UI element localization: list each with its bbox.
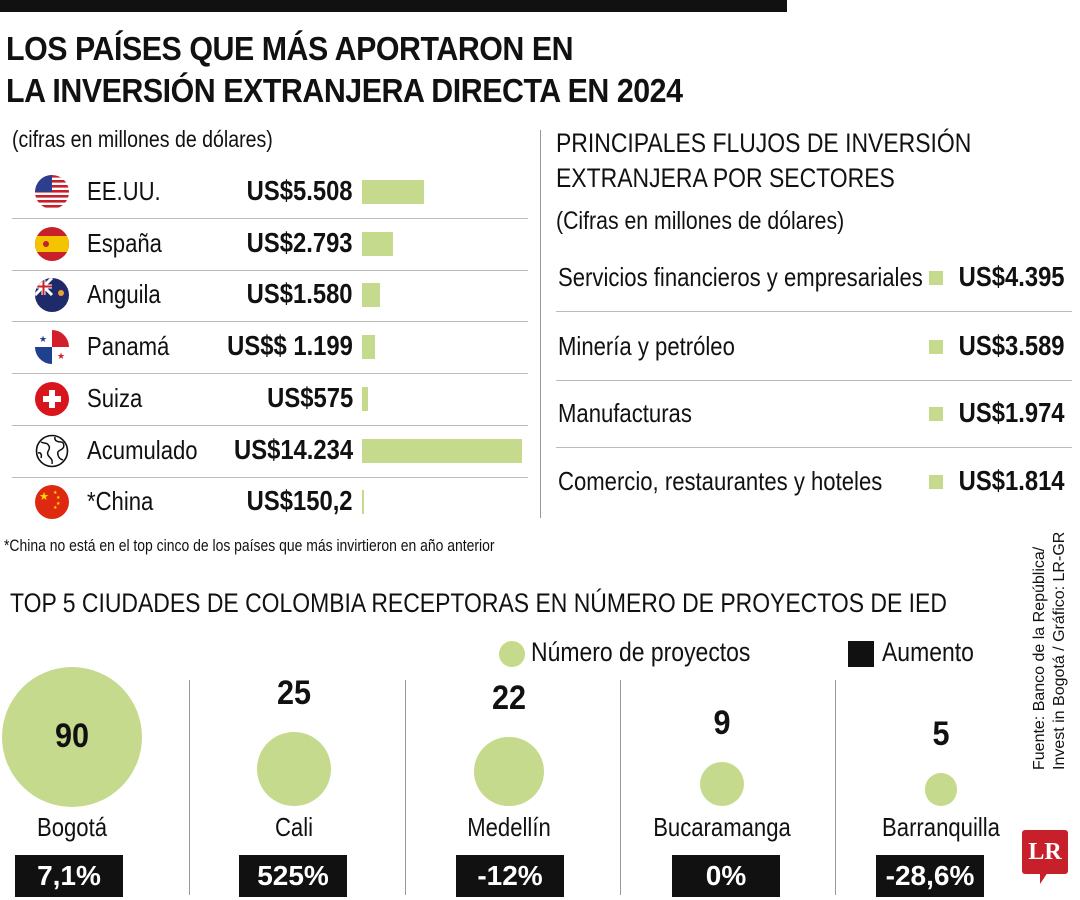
country-name: Panamá (87, 331, 170, 362)
country-bar (362, 386, 369, 411)
city-project-count: 9 (713, 703, 731, 742)
legend-square-icon (848, 641, 874, 667)
sector-marker-icon (929, 271, 943, 285)
city-bubble (2, 667, 142, 807)
city-bubble (474, 736, 544, 806)
svg-text:★: ★ (56, 495, 61, 501)
country-name: *China (87, 486, 154, 517)
country-bar (362, 283, 380, 308)
row-separator (12, 373, 528, 375)
column-divider (835, 680, 836, 895)
svg-text:★: ★ (53, 505, 58, 511)
footnote: *China no está en el top cinco de los pa… (4, 536, 495, 555)
city-bubble (924, 773, 958, 806)
china-flag-icon: ★ ★ ★ ★ ★ (35, 485, 69, 520)
row-separator (12, 218, 528, 219)
cities-title: TOP 5 CIUDADES DE COLOMBIA RECEPTORAS EN… (10, 588, 947, 618)
city-bubble (257, 732, 331, 806)
country-value: US$14.234 (233, 433, 353, 465)
city-increase-badge: 7,1% (15, 855, 123, 897)
sectors-title-line-1: PRINCIPALES FLUJOS DE INVERSIÓN (556, 128, 972, 158)
country-name: Anguila (87, 279, 161, 310)
row-separator (12, 476, 528, 478)
country-value: US$150,2 (247, 485, 353, 517)
main-title-line-1: LOS PAÍSES QUE MÁS APORTARON EN (6, 30, 574, 67)
svg-text:★: ★ (56, 501, 61, 507)
anguilla-flag-icon (35, 278, 69, 313)
city-increase-badge: -28,6% (876, 855, 984, 897)
sector-name: Comercio, restaurantes y hoteles (558, 466, 883, 496)
column-divider (620, 680, 621, 895)
city-increase-badge: 525% (239, 855, 347, 897)
country-value: US$2.793 (247, 226, 353, 258)
spain-flag-icon (35, 226, 69, 261)
svg-text:★: ★ (39, 334, 47, 344)
city-increase-badge: 0% (672, 855, 780, 897)
country-name: Suiza (87, 382, 143, 413)
legend-projects: Número de proyectos (531, 637, 751, 667)
country-value: US$575 (266, 381, 353, 413)
country-value: US$$ 1.199 (227, 330, 353, 362)
sector-marker-icon (929, 475, 943, 489)
column-divider (189, 680, 190, 895)
country-bar (362, 335, 376, 360)
source-line-2: Invest in Bogotá / Gráfico: LR-GR (1051, 531, 1068, 770)
row-separator (12, 424, 528, 426)
city-name: Barranquilla (882, 812, 1000, 842)
sector-marker-icon (929, 407, 943, 421)
country-bar (362, 490, 364, 515)
panama-flag-icon: ★ ★ (35, 330, 69, 365)
sector-name: Manufacturas (558, 398, 692, 428)
legend-increase: Aumento (882, 637, 974, 667)
sector-name: Minería y petróleo (558, 331, 735, 361)
city-name: Cali (274, 812, 314, 842)
usa-flag-icon (35, 175, 69, 209)
sectors-subtitle: (Cifras en millones de dólares) (556, 207, 845, 235)
svg-text:★: ★ (53, 490, 58, 496)
top-rule (0, 0, 787, 12)
row-separator (556, 447, 1072, 448)
country-name: España (87, 227, 162, 258)
country-value: US$5.508 (247, 175, 353, 206)
vertical-divider (540, 130, 541, 518)
lr-logo-tail (1040, 872, 1048, 884)
country-name: Acumulado (87, 434, 198, 465)
city-project-count: 5 (932, 715, 950, 753)
svg-text:★: ★ (57, 351, 65, 361)
city-name: Medellín (467, 812, 551, 842)
sector-value: US$1.814 (959, 465, 1065, 496)
switzerland-flag-icon (35, 381, 69, 416)
globe-icon (35, 434, 69, 468)
city-bubble (699, 761, 745, 806)
country-name: EE.UU. (87, 176, 161, 206)
city-project-count: 22 (491, 678, 527, 717)
source-note: Fuente: Banco de la República/ Invest in… (1030, 532, 1070, 770)
sector-value: US$1.974 (959, 397, 1065, 428)
sector-name: Servicios financieros y empresariales (558, 262, 923, 292)
legend-circle-icon (499, 641, 525, 667)
row-separator (556, 311, 1072, 312)
city-name: Bucaramanga (653, 812, 791, 842)
city-increase-badge: -12% (456, 855, 564, 897)
sector-value: US$4.395 (959, 261, 1065, 292)
country-bar (362, 231, 394, 256)
sector-value: US$3.589 (959, 330, 1065, 361)
main-title-line-2: LA INVERSIÓN EXTRANJERA DIRECTA EN 2024 (6, 72, 683, 109)
lr-logo: LR (1022, 830, 1068, 874)
country-bar (362, 438, 522, 463)
svg-text:★: ★ (39, 491, 49, 503)
sectors-title-line-2: EXTRANJERA POR SECTORES (556, 163, 895, 193)
row-separator (12, 321, 528, 323)
row-separator (12, 269, 528, 271)
city-project-count: 90 (54, 717, 90, 755)
sector-marker-icon (929, 340, 943, 354)
country-bar (362, 180, 424, 204)
city-name: Bogotá (36, 812, 108, 842)
country-value: US$1.580 (247, 278, 353, 310)
countries-subtitle: (cifras en millones de dólares) (12, 126, 273, 152)
row-separator (556, 380, 1072, 381)
column-divider (405, 680, 406, 895)
city-project-count: 25 (276, 674, 312, 713)
source-line-1: Fuente: Banco de la República/ (1031, 546, 1048, 770)
